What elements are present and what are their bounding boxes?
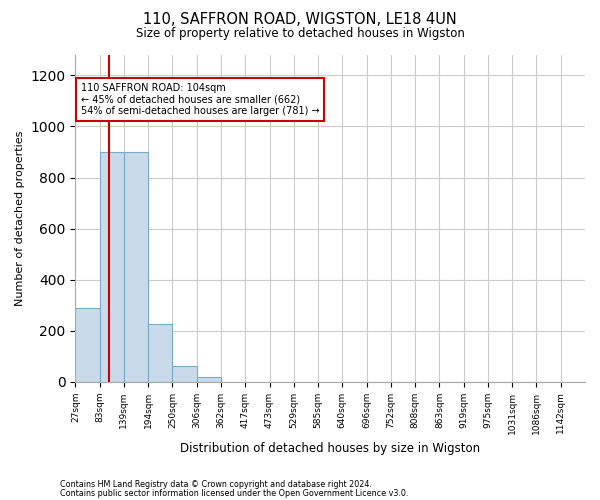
Text: 110, SAFFRON ROAD, WIGSTON, LE18 4UN: 110, SAFFRON ROAD, WIGSTON, LE18 4UN <box>143 12 457 28</box>
Bar <box>148 324 172 382</box>
Text: Contains HM Land Registry data © Crown copyright and database right 2024.: Contains HM Land Registry data © Crown c… <box>60 480 372 489</box>
Bar <box>76 308 100 382</box>
Bar <box>197 376 221 382</box>
Text: 110 SAFFRON ROAD: 104sqm
← 45% of detached houses are smaller (662)
54% of semi-: 110 SAFFRON ROAD: 104sqm ← 45% of detach… <box>81 83 319 116</box>
Y-axis label: Number of detached properties: Number of detached properties <box>15 130 25 306</box>
Bar <box>100 152 124 382</box>
Text: Contains public sector information licensed under the Open Government Licence v3: Contains public sector information licen… <box>60 489 409 498</box>
Text: Size of property relative to detached houses in Wigston: Size of property relative to detached ho… <box>136 28 464 40</box>
Bar <box>172 366 197 382</box>
X-axis label: Distribution of detached houses by size in Wigston: Distribution of detached houses by size … <box>180 442 480 455</box>
Bar <box>124 152 148 382</box>
